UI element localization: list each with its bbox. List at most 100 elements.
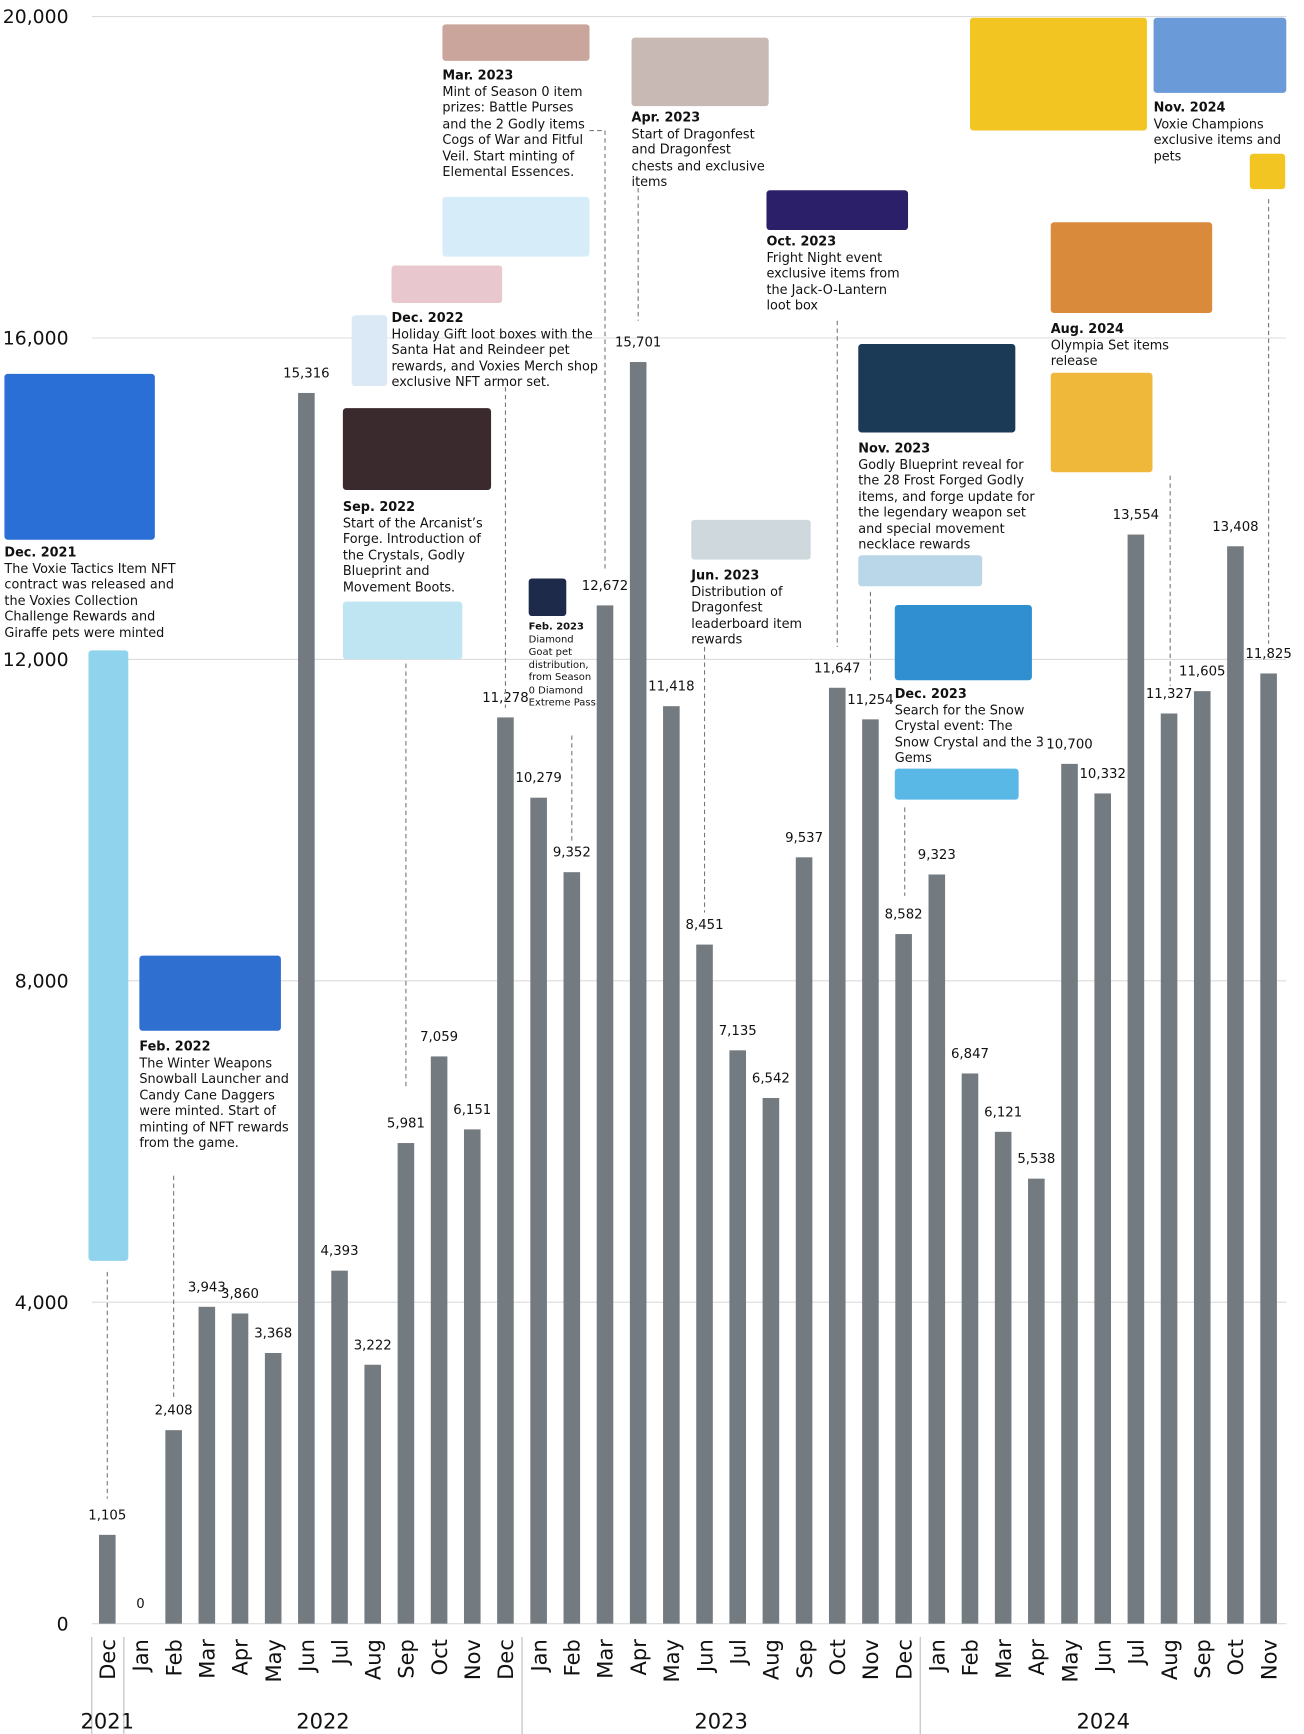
- annotation-text: Holiday Gift loot boxes with the Santa H…: [391, 325, 598, 390]
- x-tick-label: Jun: [692, 1639, 717, 1674]
- value-label: 15,701: [615, 336, 661, 351]
- value-label: 13,554: [1113, 508, 1159, 523]
- annotation-date: Feb. 2022: [139, 1038, 211, 1055]
- annotation-text: Fright Night event exclusive items from …: [766, 249, 900, 314]
- bar: [497, 717, 514, 1624]
- bar: [1094, 793, 1111, 1624]
- value-label: 5,981: [387, 1117, 425, 1132]
- annotation: Feb. 2023 Diamond Goat pet distribution, …: [529, 622, 598, 711]
- annotation-date: Nov. 2024: [1153, 99, 1226, 116]
- x-tick-label: Mar: [195, 1639, 220, 1679]
- annotation: Dec. 2022 Holiday Gift loot boxes with th…: [392, 310, 602, 390]
- value-label: 10,700: [1046, 737, 1092, 752]
- value-label: 7,135: [719, 1024, 757, 1039]
- y-tick-label: 20,000: [3, 7, 69, 28]
- annotation: Nov. 2023 Godly Blueprint reveal for the …: [858, 440, 1046, 552]
- annotation-image: [351, 315, 388, 387]
- value-label: 11,605: [1179, 665, 1225, 680]
- bar: [928, 874, 946, 1624]
- annotation-image: [894, 768, 1019, 800]
- annotation-text: Search for the Snow Crystal event: The S…: [894, 701, 1044, 766]
- x-tick-label: Nov: [1256, 1639, 1281, 1680]
- bar: [165, 1430, 182, 1624]
- value-label: 10,279: [515, 771, 561, 786]
- x-tick-label: Apr: [1024, 1639, 1049, 1676]
- annotation-image: [88, 650, 129, 1261]
- value-label: 12,672: [582, 579, 628, 594]
- bar: [298, 392, 315, 1624]
- x-tick-label: Jan: [128, 1639, 153, 1673]
- value-label: 6,847: [951, 1047, 989, 1062]
- bar: [994, 1131, 1012, 1624]
- bar: [663, 706, 680, 1624]
- annotation-image: [858, 555, 983, 587]
- annotation-date: Jun. 2023: [691, 567, 760, 583]
- bar: [795, 857, 813, 1624]
- bar: [1193, 691, 1211, 1624]
- bar: [1061, 763, 1078, 1624]
- bar: [862, 719, 879, 1624]
- annotation-image: [691, 519, 811, 560]
- annotation: Dec. 2021 The Voxie Tactics Item NFT cont…: [4, 544, 192, 640]
- annotation-text: Distribution of Dragonfest leaderboard i…: [691, 583, 802, 648]
- x-tick-label: Jul: [725, 1639, 750, 1666]
- bar: [231, 1313, 249, 1624]
- x-tick-label: Sep: [1190, 1639, 1215, 1679]
- annotation-image: [969, 17, 1147, 131]
- leader-line: [589, 129, 606, 570]
- x-tick-label: Oct: [1223, 1639, 1248, 1675]
- value-label: 4,393: [321, 1244, 359, 1259]
- bar: [1160, 713, 1178, 1624]
- value-label: 9,537: [785, 831, 823, 846]
- annotation-date: Dec. 2022: [391, 309, 464, 326]
- value-label: 11,254: [847, 693, 893, 708]
- x-tick-label: Aug: [759, 1639, 784, 1680]
- annotation: Jun. 2023 Distribution of Dragonfest lead…: [691, 567, 813, 647]
- value-label: 3,368: [254, 1327, 292, 1342]
- value-label: 1,105: [88, 1508, 126, 1523]
- annotation: Mar. 2023 Mint of Season 0 item prizes: B…: [442, 67, 597, 179]
- annotation-image: [442, 24, 590, 61]
- bar: [1028, 1178, 1045, 1624]
- bar: [397, 1143, 415, 1624]
- x-tick-label: May: [1057, 1639, 1082, 1682]
- x-tick-label: Aug: [1157, 1639, 1182, 1680]
- value-label: 6,542: [752, 1071, 790, 1086]
- annotation: Feb. 2022 The Winter Weapons Snowball Lau…: [139, 1039, 294, 1151]
- x-tick-label: Mar: [593, 1639, 618, 1679]
- x-tick-label: Mar: [991, 1639, 1016, 1679]
- y-tick-label: 8,000: [15, 971, 69, 992]
- bar: [1260, 673, 1277, 1624]
- annotation: Sep. 2022 Start of the Arcanist’s Forge. …: [343, 499, 492, 595]
- bar: [895, 934, 912, 1624]
- x-tick-label: Jul: [327, 1639, 352, 1666]
- annotation-image: [391, 265, 503, 304]
- bar: [264, 1353, 282, 1624]
- bar: [596, 605, 614, 1624]
- annotation-image: [139, 955, 281, 1031]
- y-tick-label: 4,000: [15, 1293, 69, 1314]
- annotation-date: Sep. 2022: [342, 498, 416, 515]
- annotation-image: [1050, 222, 1213, 314]
- year-label: 2024: [1077, 1709, 1130, 1734]
- annotation-date: Dec. 2021: [4, 544, 77, 560]
- bar: [696, 944, 713, 1624]
- annotation: Apr. 2023 Start of Dragonfest and Dragonf…: [632, 109, 776, 189]
- annotation: Aug. 2024 Olympia Set items release: [1051, 321, 1184, 369]
- annotation-date: Nov. 2023: [858, 440, 931, 456]
- x-tick-label: Jan: [526, 1639, 551, 1673]
- x-tick-label: Feb: [958, 1639, 983, 1676]
- value-label: 11,327: [1146, 687, 1192, 702]
- x-tick-label: Aug: [360, 1639, 385, 1680]
- annotation-date: Mar. 2023: [442, 67, 514, 83]
- bar: [828, 687, 846, 1624]
- x-tick-label: Feb: [560, 1639, 585, 1676]
- value-label: 11,418: [648, 680, 694, 695]
- value-label: 9,352: [553, 846, 591, 861]
- value-label: 13,408: [1212, 520, 1258, 535]
- x-tick-label: Nov: [858, 1639, 883, 1680]
- y-tick-label: 12,000: [3, 650, 69, 671]
- x-tick-label: Apr: [228, 1639, 253, 1676]
- annotation-image: [1249, 153, 1286, 190]
